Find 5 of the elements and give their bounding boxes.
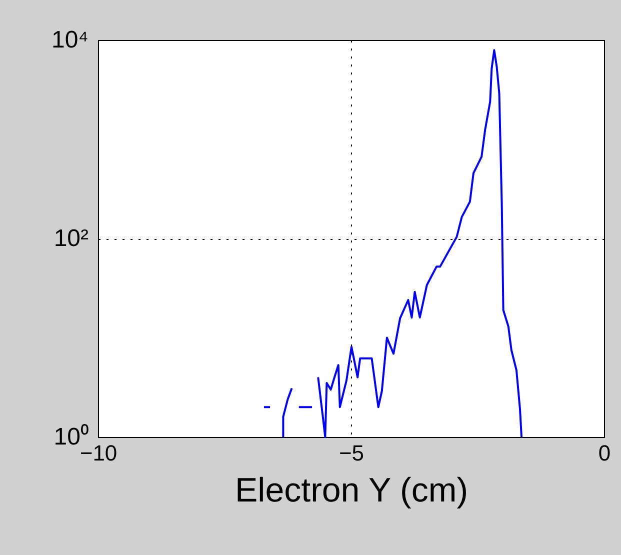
x-tick-label: 0 [598, 440, 611, 466]
x-tick-label: −5 [338, 440, 364, 466]
y-tick-label: 10² [54, 225, 89, 252]
y-tick-label: 10⁴ [51, 26, 88, 54]
x-axis-title: Electron Y (cm) [234, 472, 468, 510]
